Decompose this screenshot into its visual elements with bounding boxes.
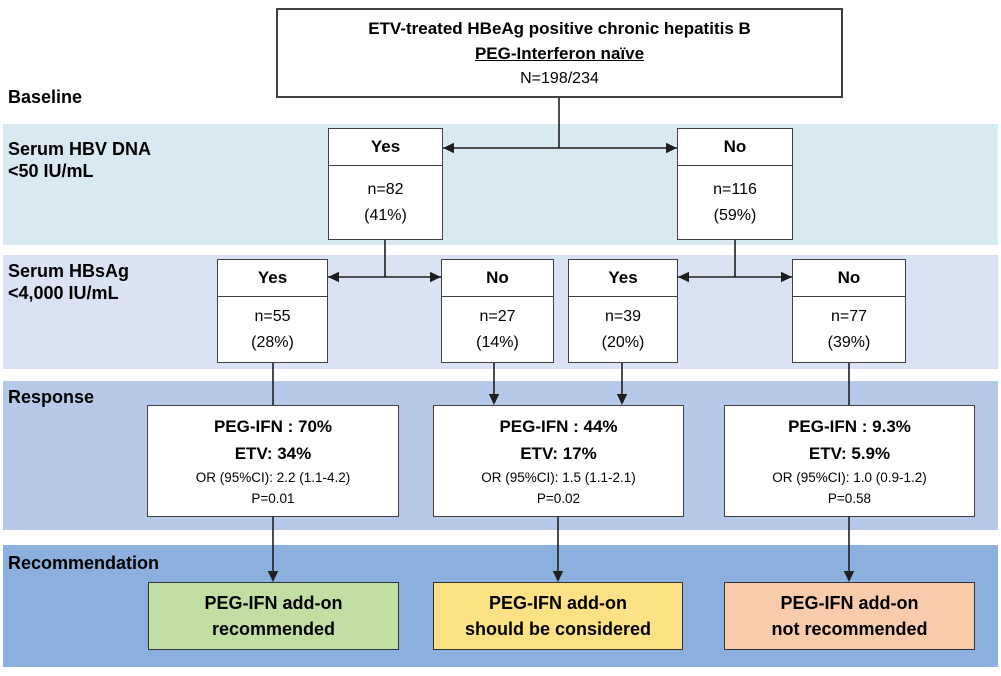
row-label-hbsag-line2: <4,000 IU/mL xyxy=(8,283,119,303)
decision-n: n=55 xyxy=(254,307,291,325)
response-or: OR (95%CI): 2.2 (1.1-4.2) xyxy=(195,470,351,485)
response-p-value: P=0.58 xyxy=(827,491,872,506)
response-or: OR (95%CI): 1.5 (1.1-2.1) xyxy=(481,470,636,485)
recommendation-line2: should be considered xyxy=(464,619,652,639)
recommendation-line2: not recommended xyxy=(771,619,928,639)
row-label-hbv-dna-line1: Serum HBV DNA xyxy=(8,139,152,159)
decision-box-hbsag-no-right: No n=77 (39%) xyxy=(792,259,906,363)
decision-box-hbvdna-no: No n=116 (59%) xyxy=(677,128,793,240)
decision-answer: Yes xyxy=(329,129,442,166)
decision-n: n=116 xyxy=(713,180,757,198)
row-label-recommendation: Recommendation xyxy=(8,553,160,573)
decision-box-hbsag-yes-left: Yes n=55 (28%) xyxy=(217,259,328,363)
recommendation-line1: PEG-IFN add-on xyxy=(780,593,919,613)
response-p-value: P=0.02 xyxy=(536,491,581,506)
title-line2: PEG-Interferon naïve xyxy=(474,43,645,63)
decision-body: n=77 (39%) xyxy=(793,297,905,362)
title-line3: N=198/234 xyxy=(520,69,599,87)
decision-answer: Yes xyxy=(218,260,327,297)
response-peg-ifn: PEG-IFN : 70% xyxy=(213,417,333,436)
decision-pct: (41%) xyxy=(364,206,407,224)
title-line1: ETV-treated HBeAg positive chronic hepat… xyxy=(368,18,751,38)
row-label-hbsag: Serum HBsAg <4,000 IU/mL xyxy=(8,260,129,304)
response-peg-ifn: PEG-IFN : 9.3% xyxy=(788,417,911,436)
recommendation-line1: PEG-IFN add-on xyxy=(489,593,627,613)
decision-pct: (20%) xyxy=(601,333,645,351)
recommendation-line2: recommended xyxy=(211,619,336,639)
response-p-value: P=0.01 xyxy=(251,491,295,506)
row-label-hbv-dna-line2: <50 IU/mL xyxy=(8,161,94,181)
decision-pct: (28%) xyxy=(251,333,294,351)
decision-pct: (39%) xyxy=(827,333,871,351)
recommendation-box-not-recommended: PEG-IFN add-on not recommended xyxy=(724,582,975,650)
recommendation-box-recommended: PEG-IFN add-on recommended xyxy=(148,582,399,650)
decision-box-hbvdna-yes: Yes n=82 (41%) xyxy=(328,128,443,240)
decision-box-hbsag-yes-right: Yes n=39 (20%) xyxy=(568,259,678,363)
title-box: ETV-treated HBeAg positive chronic hepat… xyxy=(276,8,843,98)
response-etv: ETV: 5.9% xyxy=(808,444,891,463)
decision-answer: Yes xyxy=(569,260,677,297)
recommendation-line1: PEG-IFN add-on xyxy=(204,593,343,613)
decision-pct: (14%) xyxy=(476,333,519,351)
decision-body: n=27 (14%) xyxy=(442,297,553,362)
row-label-hbv-dna: Serum HBV DNA <50 IU/mL xyxy=(8,138,151,182)
response-box-2: PEG-IFN : 44% ETV: 17% OR (95%CI): 1.5 (… xyxy=(433,405,684,517)
response-peg-ifn: PEG-IFN : 44% xyxy=(499,417,618,436)
response-etv: ETV: 34% xyxy=(234,444,312,463)
decision-body: n=55 (28%) xyxy=(218,297,327,362)
response-box-3: PEG-IFN : 9.3% ETV: 5.9% OR (95%CI): 1.0… xyxy=(724,405,975,517)
response-etv: ETV: 17% xyxy=(520,444,597,463)
row-label-baseline: Baseline xyxy=(8,87,83,107)
decision-body: n=116 (59%) xyxy=(678,166,792,239)
band-serum-hbv-dna xyxy=(3,124,998,245)
recommendation-box-considered: PEG-IFN add-on should be considered xyxy=(433,582,683,650)
decision-answer: No xyxy=(442,260,553,297)
row-label-response: Response xyxy=(8,387,95,407)
decision-answer: No xyxy=(793,260,905,297)
decision-body: n=39 (20%) xyxy=(569,297,677,362)
decision-n: n=27 xyxy=(479,307,516,325)
decision-pct: (59%) xyxy=(713,206,757,224)
decision-n: n=77 xyxy=(830,307,868,325)
response-or: OR (95%CI): 1.0 (0.9-1.2) xyxy=(772,470,927,485)
response-box-1: PEG-IFN : 70% ETV: 34% OR (95%CI): 2.2 (… xyxy=(147,405,399,517)
decision-box-hbsag-no-left: No n=27 (14%) xyxy=(441,259,554,363)
decision-n: n=82 xyxy=(367,180,404,198)
row-label-hbsag-line1: Serum HBsAg xyxy=(8,261,130,281)
decision-body: n=82 (41%) xyxy=(329,166,442,239)
decision-n: n=39 xyxy=(604,307,642,325)
decision-answer: No xyxy=(678,129,792,166)
